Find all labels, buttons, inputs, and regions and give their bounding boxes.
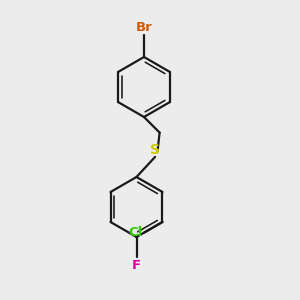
Text: Br: Br bbox=[136, 21, 152, 34]
Text: S: S bbox=[150, 143, 160, 157]
Text: F: F bbox=[132, 259, 141, 272]
Text: Cl: Cl bbox=[128, 226, 143, 239]
